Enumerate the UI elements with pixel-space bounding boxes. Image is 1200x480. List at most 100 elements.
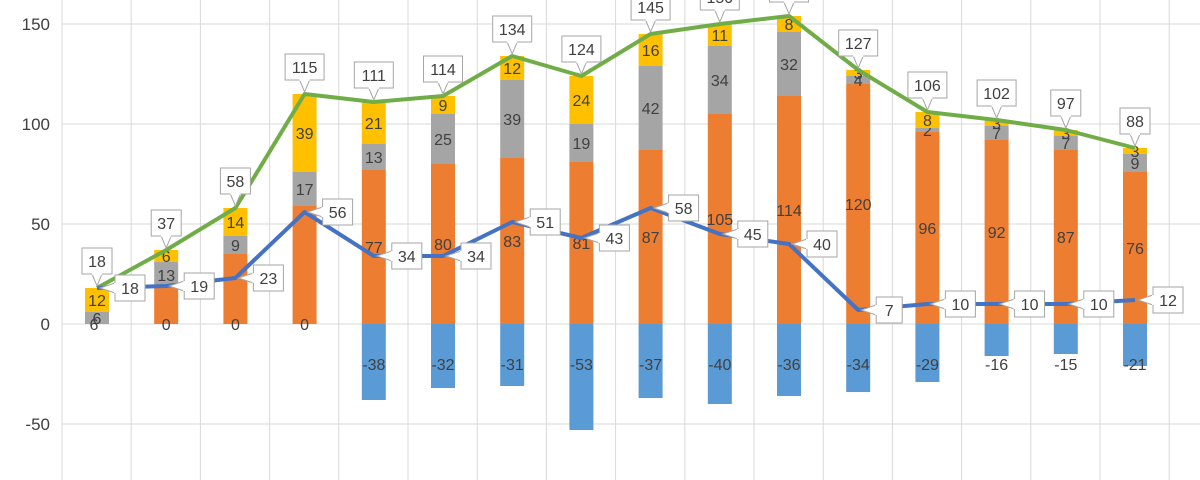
bar-label-orange: 105 <box>706 212 733 229</box>
callout-label: 150 <box>706 0 733 7</box>
bar-label-blue: -29 <box>916 357 939 374</box>
callout-box <box>1014 290 1046 318</box>
bar-label-blue: -31 <box>501 357 524 374</box>
total-callout: 150 <box>699 0 740 24</box>
callout-box <box>875 296 903 324</box>
bar-segment-orange <box>777 96 801 324</box>
callout-label: 97 <box>1057 96 1075 113</box>
bar-label-gray: 9 <box>231 238 240 255</box>
bar-segment-orange <box>223 254 248 324</box>
total-callout: 18 <box>81 247 113 288</box>
bar-label-yellow: 12 <box>503 61 521 78</box>
bar-label-yellow: 9 <box>439 98 448 115</box>
bar-segment-blue <box>1053 324 1078 354</box>
total-callout: 154 <box>769 0 809 16</box>
total-callout: 145 <box>630 0 671 34</box>
bar-segment-blue <box>777 324 801 396</box>
bar-label-blue: -40 <box>708 357 731 374</box>
callout-label: 106 <box>914 78 941 95</box>
bar-label-blue: -32 <box>431 357 454 374</box>
bar-label-yellow: 3 <box>854 66 863 83</box>
bar-label-orange: 87 <box>642 230 660 247</box>
bar-label-blue: -36 <box>777 357 800 374</box>
callout-box <box>183 272 215 300</box>
blue-line-callout: 10 <box>928 290 976 318</box>
bar-segment-blue <box>707 324 732 404</box>
callout-label: 34 <box>398 249 416 266</box>
bar-label-zero: 0 <box>162 317 171 334</box>
blue-line-callout: 10 <box>998 290 1046 318</box>
bar-label-gray: 19 <box>573 136 591 153</box>
callout-label: 40 <box>813 237 831 254</box>
callout-box <box>907 71 948 99</box>
gridlines <box>61 0 1200 480</box>
bar-segment-gray <box>915 128 940 132</box>
callout-box <box>1050 89 1082 117</box>
total-callout: 111 <box>353 61 394 102</box>
y-tick-label: 0 <box>41 315 50 334</box>
callout-box <box>598 224 630 252</box>
bar-label-yellow: 14 <box>227 215 245 232</box>
callout-label: 88 <box>1126 114 1144 131</box>
bar-label-gray: 13 <box>365 150 383 167</box>
bar-segment-blue <box>638 324 663 398</box>
total-callout: 127 <box>838 29 879 70</box>
callout-box <box>460 242 492 270</box>
bar-label-gray: 7 <box>992 126 1001 143</box>
callout-box <box>252 264 284 292</box>
callout-label: 102 <box>983 86 1010 103</box>
bar-label-yellow: 39 <box>296 126 314 143</box>
callout-label: 124 <box>568 42 595 59</box>
total-callout: 106 <box>907 71 948 112</box>
callout-label: 115 <box>292 60 318 77</box>
bar-label-yellow: 6 <box>162 249 171 266</box>
bar-label-gray: 32 <box>780 57 798 74</box>
bar-segment-gray <box>361 144 386 170</box>
bar-label-yellow: 3 <box>992 116 1001 133</box>
callout-label: 127 <box>845 36 872 53</box>
bar-segment-gray <box>984 126 1009 140</box>
callout-label: 10 <box>1090 297 1108 314</box>
bar-label-gray: 17 <box>296 182 314 199</box>
bar-segment-blue <box>984 324 1009 356</box>
bar-segment-gray <box>1123 154 1147 172</box>
blue-line-callout: 19 <box>167 272 215 300</box>
bar-label-gray: 7 <box>1061 136 1070 153</box>
callout-label: 34 <box>467 249 485 266</box>
callout-box <box>423 55 463 83</box>
bar-label-yellow: 8 <box>785 17 794 34</box>
total-callout: 88 <box>1119 107 1151 148</box>
blue-line-callout: 58 <box>652 194 700 222</box>
callout-label: 43 <box>606 231 624 248</box>
callout-label: 19 <box>190 279 208 296</box>
bar-label-gray: 6 <box>93 311 102 328</box>
callout-box <box>353 61 394 89</box>
blue-line-callout: 18 <box>98 274 146 302</box>
callout-box <box>391 242 423 270</box>
bar-label-yellow: 24 <box>573 93 591 110</box>
callout-pointer <box>714 9 726 24</box>
bar-label-orange: 80 <box>434 237 452 254</box>
bar-label-blue: -34 <box>847 357 870 374</box>
bar-segment-gray <box>223 236 248 254</box>
bar-segment-orange <box>846 84 871 324</box>
bar-label-blue: -53 <box>570 357 593 374</box>
total-callout: 134 <box>492 15 533 56</box>
y-axis-ticks: -50 0 50 100 150 <box>22 15 50 434</box>
callout-box <box>806 230 838 258</box>
bar-label-orange: 87 <box>1057 230 1075 247</box>
bar-segment-gray <box>500 80 525 158</box>
callout-label: 18 <box>121 281 139 298</box>
callout-label: 51 <box>536 215 554 232</box>
bar-segment-yellow <box>431 96 455 114</box>
blue-line-callout: 7 <box>859 296 903 324</box>
callout-pointer <box>298 79 311 94</box>
callout-label: 12 <box>1159 293 1177 310</box>
bar-label-yellow: 11 <box>711 28 728 45</box>
total-callout: 124 <box>561 35 602 76</box>
bar-segment-orange <box>292 206 317 324</box>
bar-label-gray: 39 <box>503 112 521 129</box>
bar-label-orange: 120 <box>845 197 872 214</box>
callout-pointer <box>783 1 795 16</box>
bar-label-yellow: 12 <box>88 293 106 310</box>
